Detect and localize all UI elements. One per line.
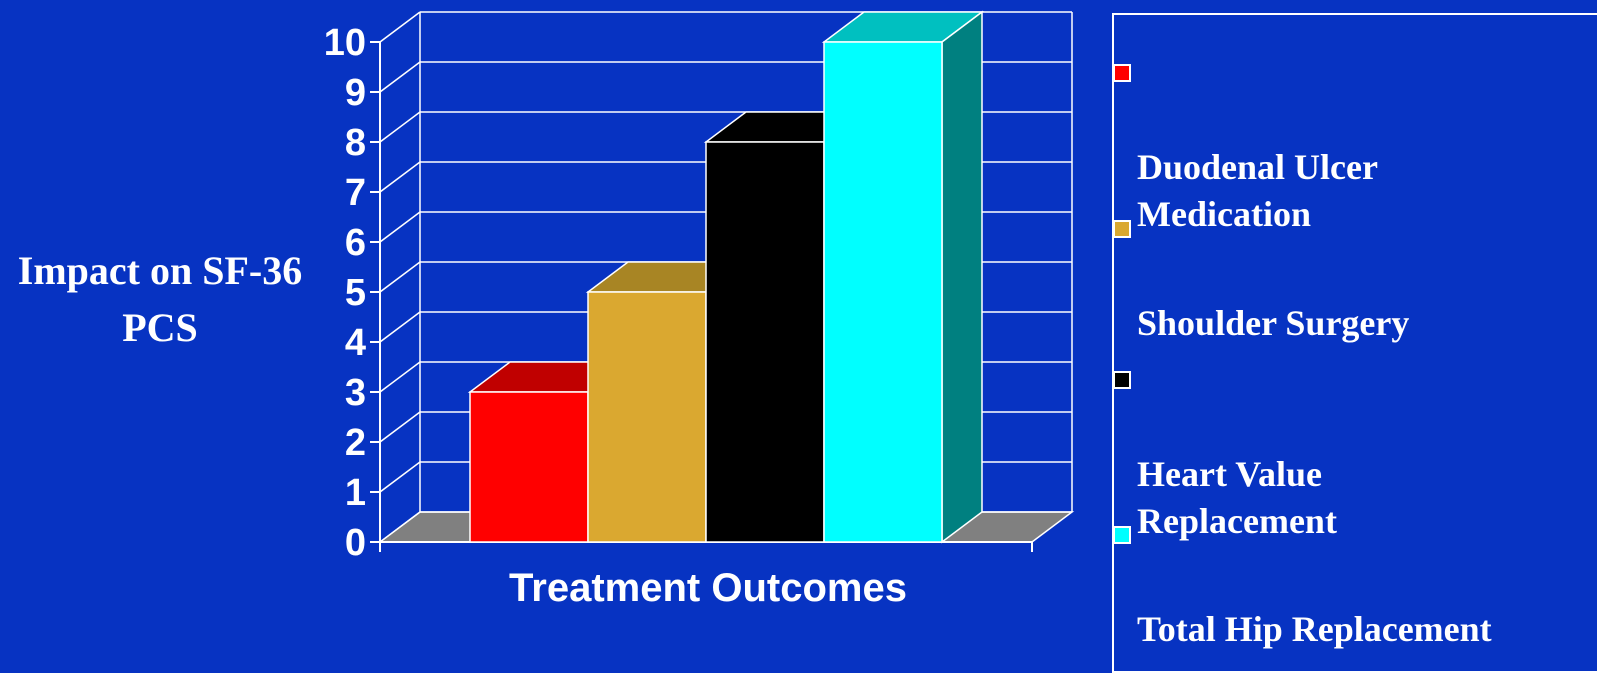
legend-item-shoulder-surgery: Shoulder Surgery <box>1113 206 1410 347</box>
legend-item-duodenal-ulcer: Duodenal Ulcer Medication <box>1113 50 1378 238</box>
side-gridline <box>379 111 421 143</box>
legend-label: Shoulder Surgery <box>1137 303 1410 343</box>
legend-label: Heart Value Replacement <box>1137 454 1337 541</box>
side-gridline <box>379 311 421 343</box>
y-tick-label: 0 <box>345 522 366 564</box>
y-tick-label: 8 <box>345 122 366 164</box>
side-gridline <box>379 261 421 293</box>
bar <box>467 361 631 543</box>
legend-swatch <box>1113 371 1131 389</box>
bar-layer <box>467 10 985 544</box>
y-tick-label: 9 <box>345 72 366 114</box>
bar-front-face <box>705 141 825 543</box>
bar-front-face <box>469 391 589 543</box>
legend-label: Total Hip Replacement <box>1137 609 1492 649</box>
legend-label: Duodenal Ulcer Medication <box>1137 147 1378 234</box>
bar-side-face <box>941 10 983 544</box>
legend-item-total-hip: Total Hip Replacement <box>1113 512 1492 653</box>
y-tick-label: 7 <box>345 172 366 214</box>
side-gridline <box>379 511 421 543</box>
side-gridline <box>379 61 421 93</box>
y-tick-label: 1 <box>345 472 366 514</box>
side-gridline <box>379 211 421 243</box>
y-tick-label: 2 <box>345 422 366 464</box>
legend-swatch <box>1113 526 1131 544</box>
bar-front-face <box>587 291 707 543</box>
y-tick-layer: 0 1 2 3 4 5 6 7 8 9 10 <box>324 22 380 564</box>
y-tick-label: 6 <box>345 222 366 264</box>
bar-front-face <box>823 41 943 543</box>
side-gridline <box>379 461 421 493</box>
bar <box>585 261 749 543</box>
y-tick-label: 5 <box>345 272 366 314</box>
side-gridline <box>379 161 421 193</box>
legend-item-heart-value: Heart Value Replacement <box>1113 357 1337 545</box>
side-gridline <box>379 361 421 393</box>
legend-swatch <box>1113 220 1131 238</box>
legend-swatch <box>1113 64 1131 82</box>
y-tick-label: 3 <box>345 372 366 414</box>
x-axis-label: Treatment Outcomes <box>509 566 907 610</box>
y-tick-label: 10 <box>324 22 366 64</box>
side-gridline <box>379 11 421 43</box>
bar <box>703 111 867 543</box>
bar <box>821 10 985 544</box>
y-axis-label: Impact on SF-36 PCS <box>17 248 303 350</box>
bar-chart: 0 1 2 3 4 5 6 7 8 9 10 <box>324 10 1075 564</box>
y-tick-label: 4 <box>345 322 366 364</box>
side-gridline <box>379 411 421 443</box>
